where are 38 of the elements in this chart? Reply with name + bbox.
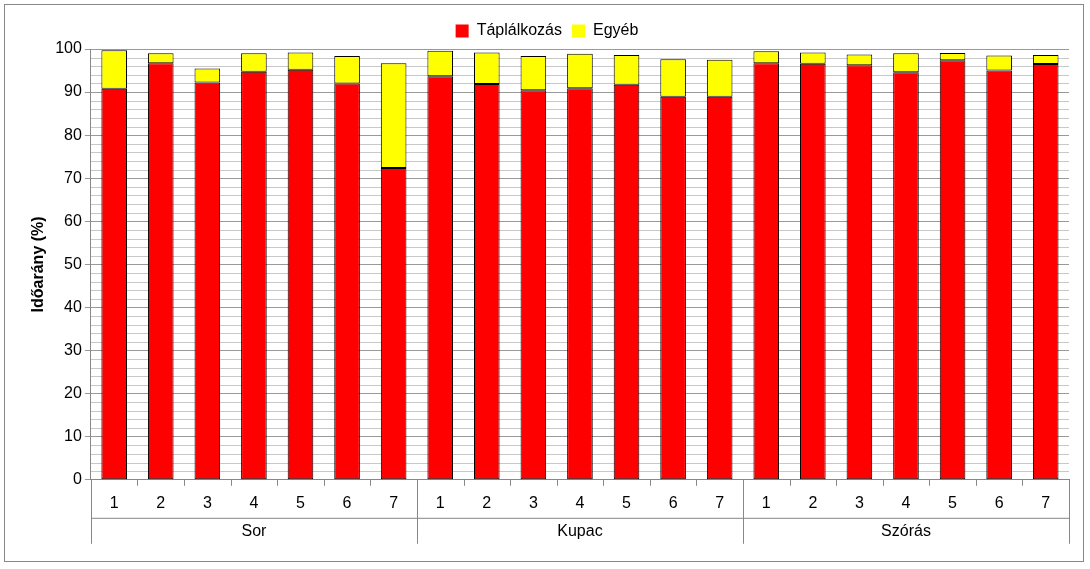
x-tick-label: 3 <box>528 493 538 511</box>
x-tick-label: 3 <box>854 493 864 511</box>
x-tick-label: 4 <box>901 493 911 511</box>
x-tick-label: 1 <box>761 493 771 511</box>
y-tick-label: 50 <box>64 254 82 272</box>
y-tick-label: 40 <box>64 297 82 315</box>
y-tick-label: 80 <box>64 125 82 143</box>
x-tick-label: 2 <box>156 493 166 511</box>
x-tick-label: 2 <box>482 493 492 511</box>
x-tick-label: 5 <box>948 493 958 511</box>
y-tick-label: 90 <box>64 82 82 100</box>
y-tick-label: 30 <box>64 340 82 358</box>
x-tick-label: 2 <box>808 493 818 511</box>
y-tick-label: 60 <box>64 211 82 229</box>
x-tick-label: 6 <box>342 493 352 511</box>
y-axis-title: Időarány (%) <box>29 216 47 313</box>
legend-label: Egyéb <box>593 21 639 39</box>
x-tick-label: 6 <box>994 493 1004 511</box>
legend-label: Táplálkozás <box>476 21 562 39</box>
x-tick-label: 4 <box>575 493 585 511</box>
text: Szórás <box>881 522 931 540</box>
x-tick-label: 1 <box>435 493 445 511</box>
x-tick-label: 7 <box>389 493 399 511</box>
y-tick-label: 100 <box>55 39 82 57</box>
y-tick-label: 0 <box>72 470 82 488</box>
x-tick-label: 3 <box>202 493 212 511</box>
y-tick-label: 70 <box>64 168 82 186</box>
text: Kupac <box>557 522 603 540</box>
x-tick-label: 1 <box>109 493 119 511</box>
x-tick-label: 7 <box>1041 493 1051 511</box>
x-tick-label: 7 <box>715 493 725 511</box>
y-tick-label: 20 <box>64 384 82 402</box>
x-tick-label: 4 <box>249 493 259 511</box>
x-tick-label: 5 <box>622 493 632 511</box>
y-tick-label: 10 <box>64 427 82 445</box>
x-tick-label: 6 <box>668 493 678 511</box>
text: Sor <box>241 522 268 540</box>
x-tick-label: 5 <box>296 493 306 511</box>
